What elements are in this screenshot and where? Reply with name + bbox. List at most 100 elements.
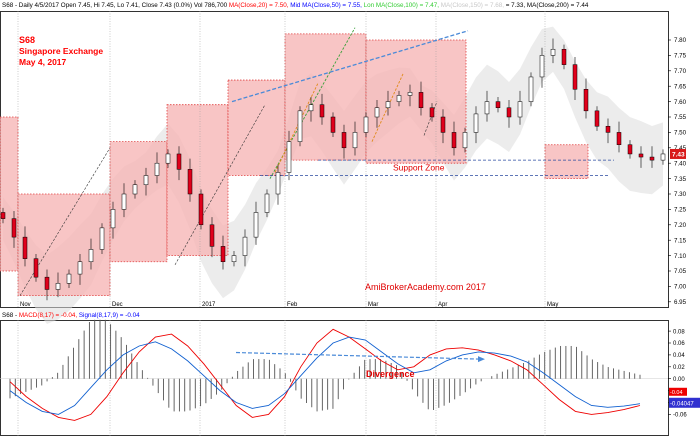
candle-body [209, 224, 215, 247]
candle-body [440, 116, 446, 133]
signal-value-text: -0.04 [670, 390, 683, 396]
consolidation-zone [0, 116, 19, 272]
header-prefix: S68 - Daily 4/5/2017 Open 7.45, Hi 7.45,… [2, 2, 228, 9]
macd-tick-label: 0.06 [673, 341, 685, 347]
candle-body [451, 132, 457, 149]
last-price-tag [670, 148, 686, 159]
date-label: May 4, 2017 [19, 57, 67, 67]
candle-body [484, 101, 490, 115]
trendline-short [423, 101, 438, 136]
macd-value-tag [669, 397, 700, 408]
candle-body [374, 107, 380, 118]
header-ma20: MA(Close,20) = 7.50, [228, 2, 289, 9]
candle-body [11, 218, 17, 238]
candle-body [176, 153, 182, 170]
macd-value-text: -0.04047 [670, 401, 694, 407]
price-tick-label: 7.10 [674, 253, 687, 260]
header-ma100: Lon MA(Close,100) = 7.47, [363, 2, 440, 9]
candle-body [132, 184, 138, 195]
candle-body [264, 193, 270, 213]
month-label: 2017 [202, 302, 216, 308]
candle-body [253, 212, 259, 238]
last-price-text: 7.43 [672, 151, 685, 158]
candle-body [462, 132, 468, 149]
price-tick-label: 7.35 [674, 176, 687, 183]
candle-body [550, 48, 556, 56]
candle-body [231, 255, 237, 263]
price-tick-label: 6.95 [674, 299, 687, 306]
macd-tick-label: 0.00 [673, 377, 685, 383]
candle-body [121, 193, 127, 210]
candle-body [561, 48, 567, 65]
candle-body [583, 89, 589, 112]
candle-body [385, 101, 391, 109]
candle-body [517, 101, 523, 118]
candle-body [77, 261, 83, 275]
candle-body [638, 153, 644, 158]
trendline-uptrend-2 [174, 104, 266, 265]
price-tick-label: 7.70 [674, 68, 687, 75]
watermark-text: AmiBrokerAcademy.com 2017 [365, 282, 486, 292]
macd-line [9, 336, 641, 415]
exchange-label: Singapore Exchange [19, 46, 104, 56]
candle-body [627, 144, 633, 155]
macd-tick-label: -0.06 [673, 413, 687, 419]
macd-header-value: MACD(8,17) = -0.04, [18, 312, 78, 319]
consolidation-zone [109, 141, 168, 263]
candle-body [33, 258, 39, 278]
candle-body [528, 76, 534, 102]
candle-body [99, 227, 105, 250]
price-tick-label: 7.25 [674, 207, 687, 214]
month-label: Feb [287, 302, 298, 308]
price-tick-label: 7.50 [674, 130, 687, 137]
divergence-arrow-head [478, 356, 485, 363]
candle-body [539, 55, 545, 78]
candle-body [308, 104, 314, 112]
consolidation-zone [227, 79, 286, 176]
candle-body [286, 141, 292, 173]
macd-tick-label: 0.02 [673, 365, 685, 371]
candle-body [605, 125, 611, 133]
candle-body [506, 107, 512, 118]
trendline-orange-1 [274, 82, 319, 173]
macd-header-signal: Signal(8,17,9) = -0.04 [78, 312, 140, 319]
candle-body [143, 175, 149, 186]
month-label: Apr [438, 302, 447, 308]
price-tick-label: 7.45 [674, 145, 687, 152]
candle-body [66, 273, 72, 284]
month-label: Mar [368, 302, 378, 308]
candle-body [44, 276, 50, 290]
candle-body [297, 110, 303, 142]
divergence-label: Divergence [366, 369, 415, 379]
price-tick-label: 7.65 [674, 83, 687, 90]
price-tick-label: 7.30 [674, 191, 687, 198]
support-zone-label: Support Zone [393, 162, 445, 172]
price-tick-label: 7.80 [674, 37, 687, 44]
divergence-arrow-line [235, 351, 479, 360]
header-ma200: = 7.33, MA(Close,200) = 7.44 [505, 2, 589, 9]
price-tick-label: 7.00 [674, 284, 687, 291]
candle-body [187, 169, 193, 195]
consolidation-zone [544, 144, 589, 180]
macd-header: S68 - MACD(8,17) = -0.04, Signal(8,17,9)… [2, 311, 302, 321]
consolidation-zone [365, 39, 467, 164]
candle-body [594, 110, 600, 127]
price-tick-label: 7.60 [674, 99, 687, 106]
macd-header-prefix: S68 - [2, 312, 19, 319]
candle-body [407, 92, 413, 96]
candle-body [352, 132, 358, 149]
month-label: Nov [20, 302, 31, 308]
consolidation-zone [17, 193, 111, 297]
price-chart-header: S68 - Daily 4/5/2017 Open 7.45, Hi 7.45,… [2, 1, 662, 11]
price-tick-label: 7.40 [674, 160, 687, 167]
candle-body [22, 236, 28, 259]
candle-body [198, 193, 204, 226]
header-ma50: Mid MA(Close,50) = 7.55, [290, 2, 362, 9]
candle-body [495, 101, 501, 109]
candle-body [154, 162, 160, 176]
macd-panel-frame [0, 320, 669, 436]
candle-body [165, 153, 171, 164]
macd-tick-label: 0.04 [673, 353, 685, 359]
candle-body [110, 209, 116, 229]
